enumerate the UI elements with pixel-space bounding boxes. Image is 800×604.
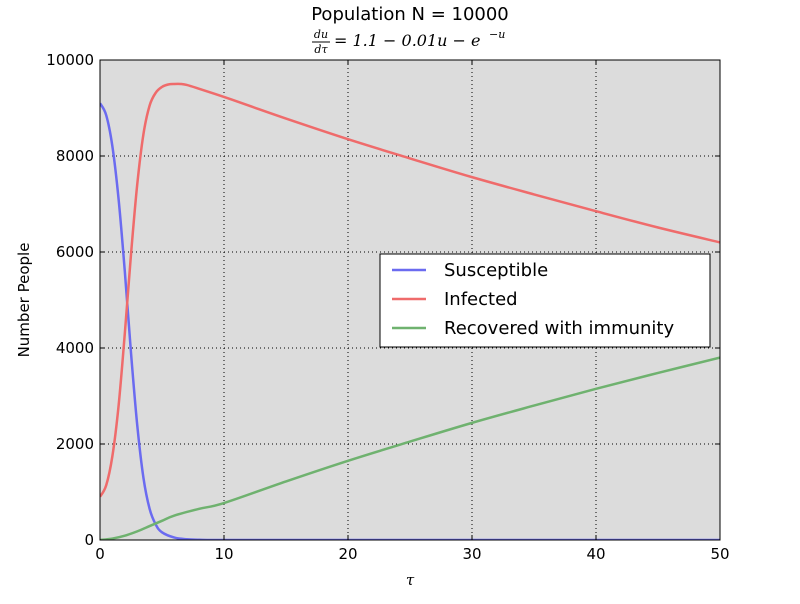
legend-label: Infected bbox=[444, 289, 518, 310]
y-tick-label: 0 bbox=[84, 531, 94, 549]
legend-box bbox=[379, 253, 711, 348]
y-tick-label: 2000 bbox=[56, 435, 94, 453]
x-tick-label: 30 bbox=[462, 545, 481, 563]
legend: Susceptible Infected Recovered with immuni… bbox=[379, 253, 711, 348]
legend-label: Susceptible bbox=[444, 260, 548, 281]
formula-denominator: dτ bbox=[314, 43, 328, 56]
series-line-susceptible bbox=[100, 102, 720, 540]
series-line-recovered-with-immunity bbox=[100, 356, 720, 540]
x-tick-label: 10 bbox=[214, 545, 233, 563]
series-line-infected bbox=[100, 82, 720, 498]
y-tick-label: 8000 bbox=[56, 147, 94, 165]
x-axis-label: τ bbox=[406, 571, 415, 589]
series-lines bbox=[100, 82, 720, 540]
chart-title: Population N = 10000 bbox=[311, 4, 509, 25]
x-tick-label: 0 bbox=[95, 545, 105, 563]
plot-frame bbox=[99, 59, 721, 541]
legend-label: Recovered with immunity bbox=[444, 318, 674, 339]
y-axis-label: Number People bbox=[15, 243, 33, 358]
x-tick-label: 50 bbox=[710, 545, 729, 563]
formula-exponent: −u bbox=[489, 28, 505, 41]
axis-ticks: 0 10 20 30 40 50 0 2000 4000 6000 8000 10000 bbox=[46, 51, 729, 563]
formula-numerator: du bbox=[314, 28, 328, 41]
chart-subtitle-formula: du dτ = 1.1 − 0.01u − e −u bbox=[312, 28, 505, 56]
y-tick-label: 4000 bbox=[56, 339, 94, 357]
x-tick-label: 40 bbox=[586, 545, 605, 563]
x-tick-label: 20 bbox=[338, 545, 357, 563]
formula-rhs: = 1.1 − 0.01u − e bbox=[334, 31, 481, 50]
y-tick-label: 6000 bbox=[56, 243, 94, 261]
y-tick-label: 10000 bbox=[46, 51, 94, 69]
